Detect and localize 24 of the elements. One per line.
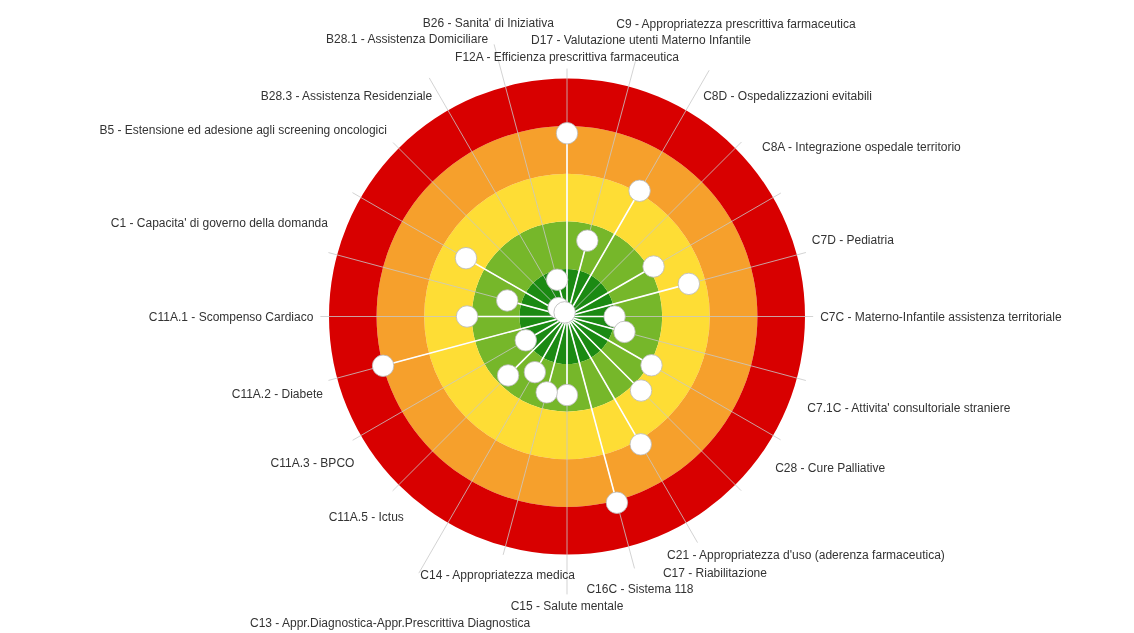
spoke-label: C7C - Materno-Infantile assistenza territoriale: [820, 309, 1062, 324]
spoke-label: C21 - Appropriatezza d'uso (aderenza farmaceutica): [667, 548, 945, 563]
spoke-label: C28 - Cure Palliative: [775, 461, 886, 476]
spoke-label: C11A.1 - Scompenso Cardiaco: [148, 309, 314, 324]
spoke-label: C11A.3 - BPCO: [270, 456, 355, 471]
spoke-label: B28.3 - Assistenza Residenziale: [260, 88, 433, 103]
spoke-label: D17 - Valutazione utenti Materno Infantile: [531, 33, 752, 48]
spoke-label: C14 - Appropriatezza medica: [420, 568, 576, 583]
spoke-label: C9 - Appropriatezza prescrittiva farmaceutica: [616, 16, 856, 31]
spoke-label: B26 - Sanita' di Iniziativa: [422, 15, 555, 30]
spoke-label: C8D - Ospedalizzazioni evitabili: [703, 88, 872, 103]
spoke-label: B5 - Estensione ed adesione agli screening oncologici: [99, 122, 387, 137]
spoke-label: C11A.2 - Diabete: [231, 387, 324, 402]
spoke-label: C15 - Salute mentale: [510, 599, 624, 614]
spoke-label: C13 - Appr.Diagnostica-Appr.Prescrittiva Diagnostica: [249, 615, 531, 630]
spoke-label: C11A.5 - Ictus: [328, 510, 404, 525]
spoke-label: C8A - Integrazione ospedale territorio: [761, 139, 962, 154]
spoke-label: B28.1 - Assistenza Domiciliare: [326, 32, 489, 47]
spoke-label: C1 - Capacita' di governo della domanda: [110, 216, 329, 231]
spoke-label: C7D - Pediatria: [811, 232, 895, 247]
spoke-label: C17 - Riabilitazione: [662, 565, 768, 580]
spoke-label: C7.1C - Attivita' consultoriale straniere: [807, 401, 1011, 416]
spoke-label: C16C - Sistema 118: [586, 581, 694, 596]
spoke-label: F12A - Efficienza prescrittiva farmaceutica: [455, 49, 680, 64]
